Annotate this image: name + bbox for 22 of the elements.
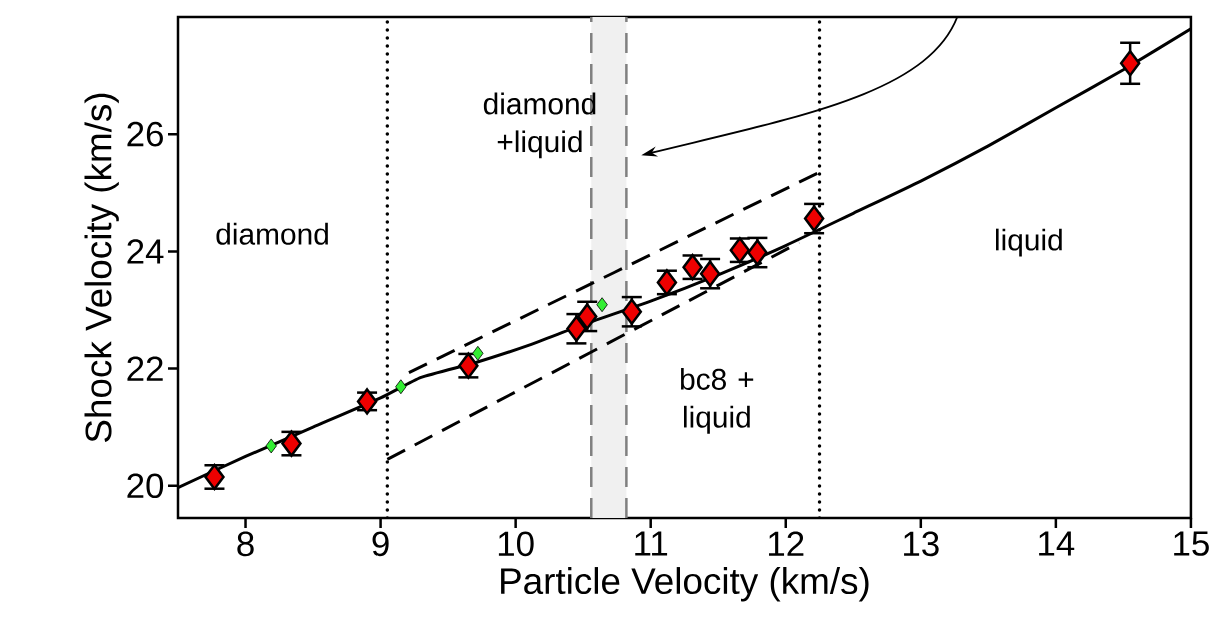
y-tick-label: 20 (127, 473, 164, 499)
x-tick-label: 9 (372, 531, 389, 557)
point (1119, 50, 1141, 77)
y-tick-label: 24 (127, 239, 164, 264)
annotation: bc8 + liquid (680, 367, 754, 434)
x-tick-label: 11 (635, 531, 668, 556)
x-tick-label: 8 (237, 531, 254, 557)
annotation: diamond +liquid (483, 92, 596, 159)
y-tick-label: 22 (127, 356, 163, 381)
y-axis-title: Shock Velocity (km/s) (84, 93, 119, 442)
x-tick-label: 15 (1174, 531, 1209, 556)
x-tick-label: 13 (904, 531, 939, 557)
point (596, 297, 608, 313)
y-tick-label: 26 (127, 121, 163, 147)
x-tick-label: 12 (769, 531, 804, 556)
point (395, 379, 407, 395)
x-axis-title: Particle Velocity (km/s) (501, 567, 869, 602)
x-tick-label: 14 (1039, 531, 1075, 556)
annotation: diamond (216, 222, 328, 245)
x-tick-label: 10 (498, 531, 534, 557)
annotation: liquid (995, 228, 1062, 257)
point (265, 438, 277, 454)
